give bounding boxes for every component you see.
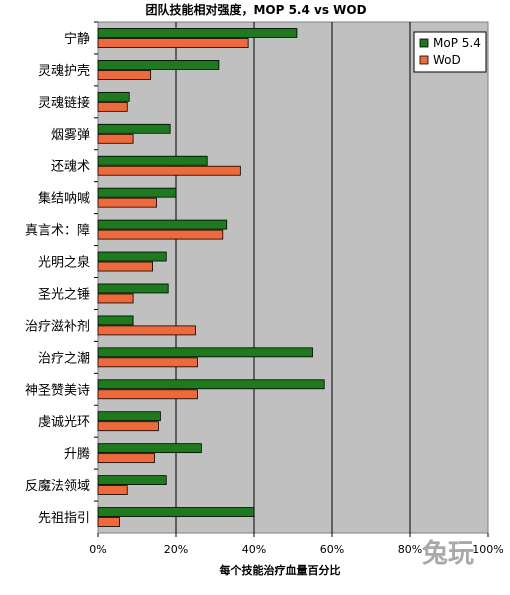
- bar-mop: [97, 251, 167, 262]
- bar-wod: [97, 101, 128, 112]
- bar-wod: [97, 421, 159, 432]
- x-tick-label: 100%: [472, 543, 503, 556]
- legend-label: WoD: [433, 53, 461, 67]
- bar-wod: [97, 389, 198, 400]
- legend-swatch: [419, 38, 429, 48]
- legend-swatch: [419, 55, 429, 65]
- bar-wod: [97, 133, 134, 144]
- bar-wod: [97, 38, 249, 48]
- bar-wod: [97, 485, 128, 495]
- category-label: 烟雾弹: [51, 128, 90, 143]
- bar-mop: [97, 123, 171, 134]
- x-tick-label: 40%: [242, 543, 266, 556]
- legend-label: MoP 5.4: [433, 36, 481, 50]
- bar-mop: [97, 315, 134, 326]
- bar-mop: [97, 219, 228, 230]
- category-label: 灵魂护壳: [38, 63, 90, 79]
- category-label: 集结呐喊: [38, 191, 90, 207]
- plot-area: [97, 21, 489, 534]
- bar-wod: [97, 165, 241, 176]
- bar-wod: [97, 325, 196, 336]
- bar-mop: [97, 507, 255, 517]
- bar-mop: [97, 187, 177, 198]
- category-label: 治疗之潮: [38, 351, 90, 366]
- bar-wod: [97, 261, 153, 272]
- category-label: 神圣赞美诗: [25, 383, 90, 398]
- bar-wod: [97, 70, 152, 80]
- category-label: 圣光之锤: [38, 287, 90, 302]
- category-label: 虔诚光环: [38, 415, 90, 430]
- category-label: 光明之泉: [38, 255, 90, 271]
- bar-mop: [97, 155, 208, 166]
- category-label: 反魔法领域: [25, 479, 90, 494]
- legend: MoP 5.4 WoD: [413, 31, 487, 73]
- bar-mop: [97, 347, 313, 358]
- category-label: 升腾: [64, 446, 90, 462]
- bar-wod: [97, 357, 198, 368]
- bar-mop: [97, 475, 167, 485]
- watermark: 兔玩: [422, 539, 474, 569]
- bar-wod: [97, 197, 157, 208]
- bar-wod: [97, 453, 155, 464]
- x-tick-label: 60%: [320, 543, 344, 556]
- category-labels: 宁静灵魂护壳灵魂链接烟雾弹还魂术集结呐喊真言术：障光明之泉圣光之锤治疗滋补剂治疗…: [25, 31, 90, 526]
- chart-title: 团队技能相对强度，MOP 5.4 vs WOD: [145, 2, 366, 17]
- x-tick-labels: 0% 20% 40% 60% 80% 100%: [89, 543, 503, 556]
- bar-wod: [97, 229, 224, 240]
- bar-mop: [97, 28, 298, 38]
- bar-mop: [97, 443, 202, 454]
- x-tick-label: 0%: [89, 543, 106, 556]
- category-label: 灵魂链接: [38, 95, 90, 111]
- bar-mop: [97, 91, 130, 102]
- category-label: 治疗滋补剂: [25, 319, 90, 334]
- bar-mop: [97, 379, 325, 390]
- category-label: 真言术：障: [25, 224, 90, 239]
- bar-mop: [97, 60, 220, 70]
- x-tick-label: 80%: [398, 543, 422, 556]
- bar-mop: [97, 411, 161, 422]
- legend-box: [413, 31, 487, 73]
- bar-wod: [97, 293, 134, 304]
- bar-mop: [97, 283, 169, 294]
- category-label: 先祖指引: [38, 511, 90, 526]
- bar-wod: [97, 517, 120, 527]
- x-axis-label: 每个技能治疗血量百分比: [220, 563, 341, 577]
- x-tick-label: 20%: [164, 543, 188, 556]
- plot-background: [97, 21, 489, 534]
- category-label: 宁静: [64, 31, 90, 47]
- bars: [97, 28, 325, 527]
- category-label: 还魂术: [51, 159, 90, 175]
